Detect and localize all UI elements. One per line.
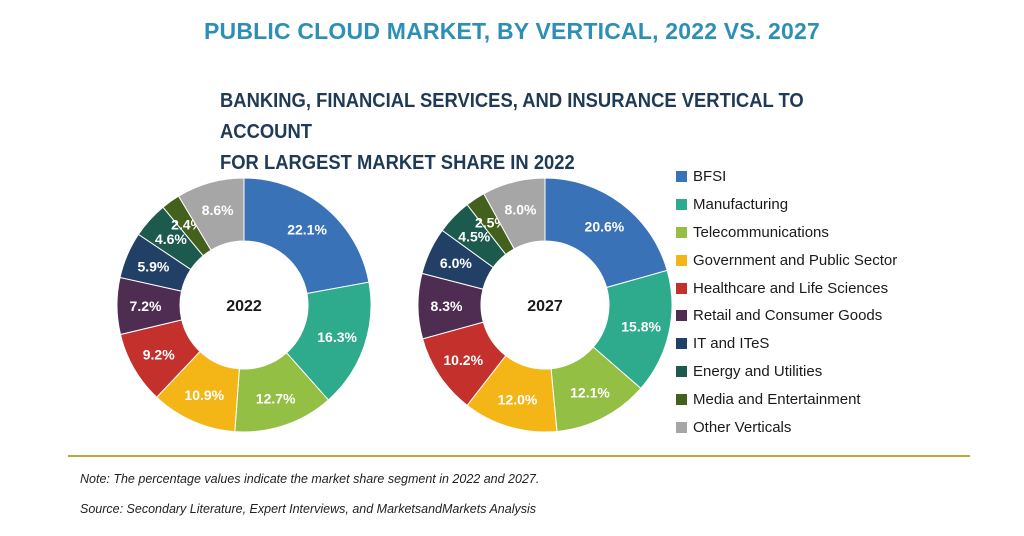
legend-swatch [676, 365, 687, 377]
center-year-label: 2027 [527, 298, 563, 315]
data-label: 6.0% [440, 255, 472, 271]
subtitle-line-1: BANKING, FINANCIAL SERVICES, AND INSURAN… [220, 90, 804, 143]
data-label: 15.8% [621, 318, 661, 334]
center-year-label: 2022 [226, 298, 262, 315]
legend-item: Retail and Consumer Goods [676, 302, 897, 330]
source-note: Source: Secondary Literature, Expert Int… [80, 502, 536, 516]
legend-label: Other Verticals [693, 418, 792, 436]
data-label: 8.6% [202, 202, 234, 218]
donut-segment [177, 177, 245, 251]
data-label: 12.7% [256, 390, 296, 406]
legend-item: Other Verticals [676, 413, 897, 441]
footnote: Note: The percentage values indicate the… [80, 472, 540, 486]
chart-legend: BFSI Manufacturing Telecommunications Gover… [676, 163, 897, 441]
data-label: 16.3% [317, 329, 357, 345]
legend-item: Manufacturing [676, 191, 897, 219]
subtitle-line-2: FOR LARGEST MARKET SHARE IN 2022 [220, 152, 575, 174]
legend-label: Telecommunications [693, 223, 829, 241]
chart-title: PUBLIC CLOUD MARKET, BY VERTICAL, 2022 V… [203, 18, 821, 44]
legend-item: Healthcare and Life Sciences [676, 274, 897, 302]
legend-label: Healthcare and Life Sciences [693, 279, 889, 297]
data-label: 4.5% [458, 228, 490, 244]
legend-swatch [676, 421, 687, 433]
legend-item: BFSI [676, 163, 897, 191]
legend-label: Retail and Consumer Goods [693, 307, 883, 325]
legend-item: Energy and Utilities [676, 358, 897, 386]
footer-divider [68, 455, 970, 457]
legend-swatch [676, 310, 687, 322]
legend-swatch [676, 338, 687, 350]
data-label: 12.1% [570, 385, 610, 401]
legend-item: Media and Entertainment [676, 385, 897, 413]
data-label: 8.0% [505, 202, 537, 218]
data-label: 8.3% [431, 298, 463, 314]
legend-swatch [676, 393, 687, 405]
legend-swatch [676, 254, 687, 266]
legend-label: Media and Entertainment [693, 390, 861, 408]
legend-swatch [676, 171, 687, 183]
data-label: 22.1% [287, 221, 327, 237]
data-label: 5.9% [137, 258, 169, 274]
data-label: 10.2% [443, 352, 483, 368]
data-label: 20.6% [585, 218, 625, 234]
donut-segment [544, 177, 668, 289]
donut-chart-2027: 20.6%15.8%12.1%12.0%10.2%8.3%6.0%4.5%2.5… [417, 177, 673, 433]
legend-swatch [676, 199, 687, 211]
legend-label: Manufacturing [693, 196, 789, 214]
data-label: 7.2% [130, 298, 162, 314]
data-label: 12.0% [498, 392, 538, 408]
donut-segment [243, 177, 370, 295]
legend-swatch [676, 226, 687, 238]
legend-item: Telecommunications [676, 219, 897, 247]
legend-label: IT and ITeS [693, 335, 770, 353]
legend-label: Energy and Utilities [693, 362, 823, 380]
legend-swatch [676, 282, 687, 294]
data-label: 10.9% [184, 387, 224, 403]
legend-label: Government and Public Sector [693, 251, 898, 269]
donut-segment [483, 177, 546, 250]
legend-item: Government and Public Sector [676, 246, 897, 274]
chart-subtitle: BANKING, FINANCIAL SERVICES, AND INSURAN… [220, 86, 882, 179]
legend-item: IT and ITeS [676, 330, 897, 358]
donut-chart-2022: 22.1%16.3%12.7%10.9%9.2%7.2%5.9%4.6%2.4%… [116, 177, 372, 433]
data-label: 9.2% [143, 346, 175, 362]
data-label: 4.6% [155, 231, 187, 247]
legend-label: BFSI [693, 168, 727, 186]
